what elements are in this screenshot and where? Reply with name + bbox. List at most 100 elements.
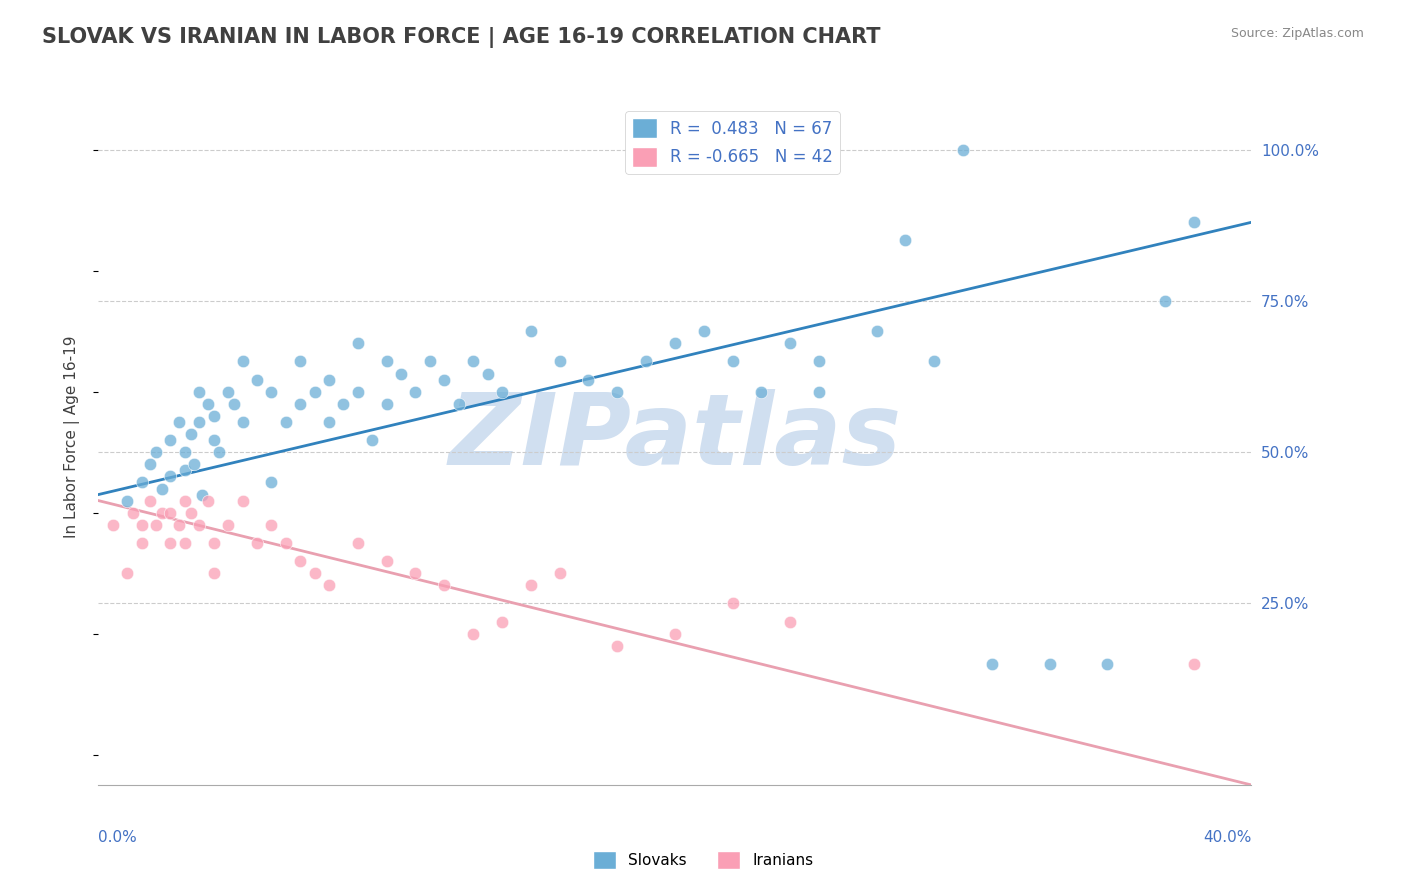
Point <box>1182 657 1205 671</box>
Point <box>101 517 124 532</box>
Point <box>1182 215 1205 229</box>
Point <box>375 354 398 368</box>
Point <box>807 354 830 368</box>
Point <box>188 517 211 532</box>
Point <box>318 373 340 387</box>
Point <box>290 397 312 411</box>
Point <box>231 415 254 429</box>
Point <box>167 415 190 429</box>
Point <box>894 234 917 248</box>
Point <box>260 475 283 490</box>
Point <box>389 367 412 381</box>
Point <box>131 517 153 532</box>
Point <box>1097 657 1119 671</box>
Point <box>520 324 543 338</box>
Point <box>461 626 484 640</box>
Point <box>922 354 945 368</box>
Point <box>174 463 197 477</box>
Point <box>290 354 312 368</box>
Point <box>664 626 686 640</box>
Point <box>197 493 219 508</box>
Point <box>188 415 211 429</box>
Point <box>405 566 427 581</box>
Point <box>274 415 297 429</box>
Point <box>159 469 181 483</box>
Text: 0.0%: 0.0% <box>98 830 138 846</box>
Point <box>174 445 197 459</box>
Point <box>231 354 254 368</box>
Point <box>866 324 889 338</box>
Point <box>346 336 368 351</box>
Point <box>981 657 1004 671</box>
Point <box>332 397 354 411</box>
Text: 40.0%: 40.0% <box>1204 830 1251 846</box>
Point <box>304 566 326 581</box>
Point <box>952 143 974 157</box>
Point <box>150 506 173 520</box>
Point <box>664 336 686 351</box>
Point <box>548 354 571 368</box>
Point <box>117 493 139 508</box>
Point <box>150 482 173 496</box>
Point <box>145 517 167 532</box>
Point <box>361 433 384 447</box>
Point <box>139 493 162 508</box>
Point <box>167 517 190 532</box>
Point <box>606 384 628 399</box>
Point <box>433 578 456 592</box>
Point <box>202 433 225 447</box>
Point <box>197 397 219 411</box>
Point <box>260 517 283 532</box>
Point <box>202 566 225 581</box>
Point <box>246 536 269 550</box>
Point <box>183 458 205 472</box>
Point <box>290 554 312 568</box>
Point <box>159 536 181 550</box>
Point <box>260 384 283 399</box>
Point <box>145 445 167 459</box>
Point <box>491 615 513 629</box>
Point <box>447 397 470 411</box>
Text: ZIPatlas: ZIPatlas <box>449 389 901 485</box>
Point <box>636 354 658 368</box>
Point <box>231 493 254 508</box>
Point <box>433 373 456 387</box>
Point <box>131 536 153 550</box>
Point <box>606 639 628 653</box>
Point <box>318 415 340 429</box>
Legend: Slovaks, Iranians: Slovaks, Iranians <box>586 845 820 875</box>
Point <box>139 458 162 472</box>
Point <box>751 384 773 399</box>
Point <box>578 373 600 387</box>
Point <box>191 487 214 501</box>
Point <box>122 506 145 520</box>
Point <box>779 615 801 629</box>
Point <box>159 433 181 447</box>
Point <box>304 384 326 399</box>
Point <box>346 384 368 399</box>
Point <box>117 566 139 581</box>
Point <box>246 373 269 387</box>
Point <box>375 397 398 411</box>
Point <box>174 536 197 550</box>
Point <box>180 427 202 442</box>
Point <box>346 536 368 550</box>
Point <box>222 397 245 411</box>
Point <box>721 597 744 611</box>
Point <box>159 506 181 520</box>
Point <box>461 354 484 368</box>
Point <box>405 384 427 399</box>
Point <box>202 536 225 550</box>
Point <box>1153 293 1175 308</box>
Point <box>693 324 716 338</box>
Point <box>188 384 211 399</box>
Point <box>419 354 441 368</box>
Point <box>491 384 513 399</box>
Legend: R =  0.483   N = 67, R = -0.665   N = 42: R = 0.483 N = 67, R = -0.665 N = 42 <box>626 112 839 174</box>
Point <box>548 566 571 581</box>
Point <box>807 384 830 399</box>
Point <box>1298 657 1320 671</box>
Text: SLOVAK VS IRANIAN IN LABOR FORCE | AGE 16-19 CORRELATION CHART: SLOVAK VS IRANIAN IN LABOR FORCE | AGE 1… <box>42 27 880 48</box>
Point <box>131 475 153 490</box>
Point <box>520 578 543 592</box>
